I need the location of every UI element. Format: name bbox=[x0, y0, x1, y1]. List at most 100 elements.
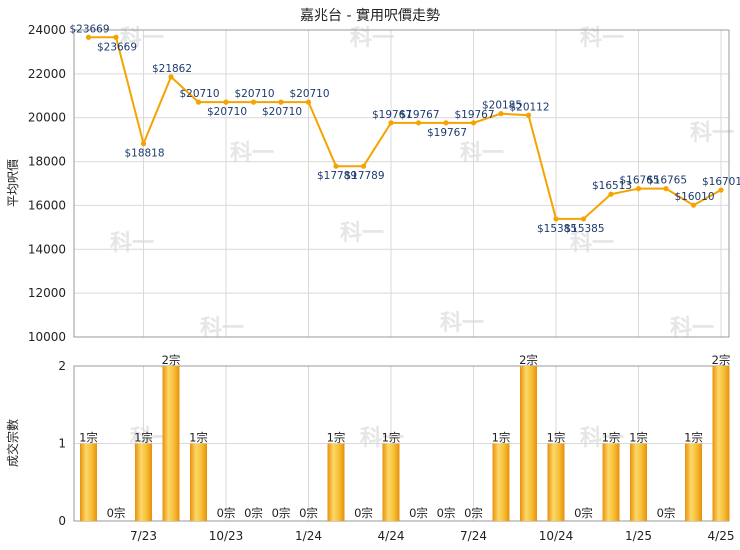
price-point bbox=[360, 163, 367, 169]
x-tick-label: 4/25 bbox=[708, 529, 735, 543]
price-point bbox=[305, 99, 312, 105]
count-bars bbox=[80, 366, 730, 521]
watermark: 科一 bbox=[340, 221, 384, 246]
price-point bbox=[415, 120, 422, 126]
price-label: $16765 bbox=[619, 175, 659, 187]
price-line-series bbox=[85, 34, 724, 222]
count-bar bbox=[630, 443, 647, 521]
price-point bbox=[663, 186, 669, 192]
price-label: $17789 bbox=[317, 170, 357, 182]
count-y-tick: 2 bbox=[58, 359, 66, 373]
count-bar bbox=[80, 443, 97, 521]
price-y-tick: 16000 bbox=[28, 198, 66, 212]
count-axis-label: 成交宗數 bbox=[5, 419, 20, 467]
count-label: 1宗 bbox=[327, 431, 346, 445]
x-tick-label: 7/24 bbox=[460, 529, 487, 543]
price-label: $20710 bbox=[289, 88, 329, 100]
price-y-tick: 24000 bbox=[28, 23, 66, 37]
price-point bbox=[333, 163, 339, 169]
watermark: 科一 bbox=[110, 231, 154, 256]
count-label: 2宗 bbox=[519, 353, 538, 367]
price-y-tick: 22000 bbox=[28, 67, 66, 81]
count-bar bbox=[602, 443, 620, 521]
price-point bbox=[608, 191, 614, 197]
watermark: 科一 bbox=[230, 141, 274, 166]
x-tick-label: 4/24 bbox=[378, 529, 405, 543]
count-label: 0宗 bbox=[464, 506, 483, 520]
count-label: 0宗 bbox=[657, 506, 676, 520]
price-label: $16701 bbox=[702, 176, 740, 188]
count-bar bbox=[547, 443, 565, 521]
price-point bbox=[113, 34, 119, 40]
count-label: 1宗 bbox=[79, 431, 98, 445]
count-label: 0宗 bbox=[272, 506, 291, 520]
count-label: 1宗 bbox=[629, 431, 648, 445]
count-bar bbox=[492, 443, 510, 521]
price-point bbox=[635, 186, 642, 192]
count-label: 2宗 bbox=[712, 353, 731, 367]
price-point bbox=[525, 112, 532, 118]
price-label: $19767 bbox=[399, 109, 439, 121]
price-label: $23669 bbox=[97, 41, 137, 53]
price-point bbox=[140, 141, 147, 147]
count-bar bbox=[162, 366, 180, 521]
price-label: $23669 bbox=[69, 23, 109, 35]
price-label: $15385 bbox=[537, 223, 577, 235]
price-point bbox=[718, 187, 724, 193]
count-label: 0宗 bbox=[107, 506, 126, 520]
count-label: 0宗 bbox=[299, 506, 318, 520]
count-label: 0宗 bbox=[409, 506, 428, 520]
price-point bbox=[470, 120, 477, 126]
price-axis-label: 平均呎價 bbox=[6, 159, 20, 207]
x-tick-label: 1/25 bbox=[625, 529, 652, 543]
price-point bbox=[85, 34, 92, 40]
count-label: 0宗 bbox=[437, 506, 456, 520]
x-tick-label: 10/23 bbox=[209, 529, 244, 543]
count-label: 1宗 bbox=[602, 431, 621, 445]
price-point bbox=[388, 120, 394, 126]
count-label: 1宗 bbox=[547, 431, 566, 445]
price-point bbox=[498, 111, 504, 117]
price-label: $20710 bbox=[207, 106, 247, 118]
count-bar bbox=[520, 366, 537, 521]
price-label: $19767 bbox=[427, 127, 467, 139]
price-label: $16765 bbox=[647, 175, 687, 187]
price-label: $17789 bbox=[344, 170, 384, 182]
price-y-tick: 12000 bbox=[28, 286, 66, 300]
price-label: $20710 bbox=[262, 106, 302, 118]
price-y-tick: 18000 bbox=[28, 155, 66, 169]
price-label: $20185 bbox=[482, 100, 522, 112]
price-label: $19767 bbox=[372, 109, 412, 121]
count-label: 1宗 bbox=[382, 431, 401, 445]
price-label: $19767 bbox=[454, 109, 494, 121]
count-bar bbox=[712, 366, 730, 521]
price-label: $20710 bbox=[179, 88, 219, 100]
x-tick-label: 1/24 bbox=[295, 529, 322, 543]
price-point bbox=[195, 99, 202, 105]
count-y-tick: 1 bbox=[58, 437, 66, 451]
count-bar bbox=[685, 443, 702, 521]
x-tick-label: 7/23 bbox=[130, 529, 157, 543]
price-point bbox=[443, 120, 449, 126]
count-bar bbox=[135, 443, 152, 521]
price-point bbox=[278, 99, 284, 105]
count-bar bbox=[327, 443, 345, 521]
data-labels: 1宗 0宗 1宗 2宗 1宗 0宗 0宗 0宗 0宗 1宗 0宗 1宗 0宗 0宗 0宗 1宗 2宗 1宗 0宗 1宗… bbox=[69, 23, 740, 520]
count-label: 2宗 bbox=[162, 353, 181, 367]
price-label: $21862 bbox=[152, 63, 192, 75]
axis-ticks: 7/23 10/23 1/24 4/24 7/24 10/24 1/25 4/25 10000 1… bbox=[28, 23, 735, 543]
watermark: 科一 bbox=[460, 141, 504, 166]
price-point bbox=[223, 99, 229, 105]
count-label: 0宗 bbox=[244, 506, 263, 520]
watermark: 科一 bbox=[440, 311, 484, 336]
count-label: 1宗 bbox=[492, 431, 511, 445]
price-y-tick: 10000 bbox=[28, 330, 66, 344]
price-label: $15385 bbox=[564, 223, 604, 235]
price-label: $16010 bbox=[674, 191, 714, 203]
count-bar bbox=[190, 443, 207, 521]
price-point bbox=[250, 99, 257, 105]
count-label: 1宗 bbox=[134, 431, 153, 445]
price-y-tick: 14000 bbox=[28, 242, 66, 256]
price-point bbox=[168, 74, 174, 80]
